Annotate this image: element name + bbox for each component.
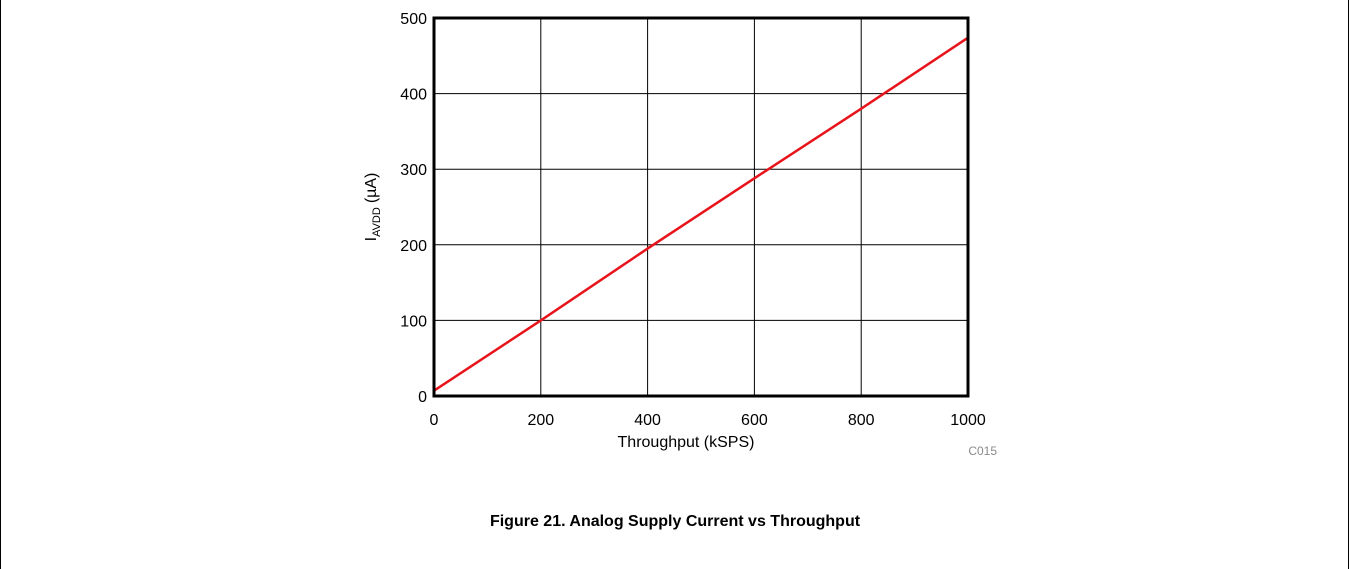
page-border-left <box>0 0 1 569</box>
y-tick-label: 0 <box>418 389 427 406</box>
y-tick-label: 100 <box>400 313 427 330</box>
x-tick-label: 400 <box>634 412 661 429</box>
figure-code: C015 <box>968 444 997 458</box>
series-line <box>433 36 969 392</box>
tick-labels: 0 200 400 600 800 1000 0 100 200 300 400 500 <box>400 11 986 429</box>
grid-lines <box>434 18 968 396</box>
y-axis-label-main: I <box>363 237 380 241</box>
series-layer <box>433 36 969 392</box>
figure-caption: Figure 21. Analog Supply Current vs Thro… <box>489 513 861 530</box>
plot-frame <box>432 16 970 398</box>
x-tick-label: 600 <box>741 412 768 429</box>
chart: 0 200 400 600 800 1000 0 100 200 300 400 500 Throug… <box>363 11 997 458</box>
y-tick-label: 400 <box>400 87 427 104</box>
y-tick-label: 200 <box>400 238 427 255</box>
y-tick-label: 300 <box>400 162 427 179</box>
page-border-right <box>1348 0 1349 569</box>
x-tick-label: 200 <box>527 412 554 429</box>
y-tick-label: 500 <box>400 11 427 28</box>
y-axis-label-unit: (µA) <box>363 173 380 204</box>
x-tick-label: 0 <box>430 412 439 429</box>
x-tick-label: 1000 <box>950 412 986 429</box>
y-axis-label: IAVDD (µA) <box>363 173 383 242</box>
x-tick-label: 800 <box>848 412 875 429</box>
y-axis-label-subscript: AVDD <box>371 207 383 237</box>
x-axis-label: Throughput (kSPS) <box>618 434 755 451</box>
